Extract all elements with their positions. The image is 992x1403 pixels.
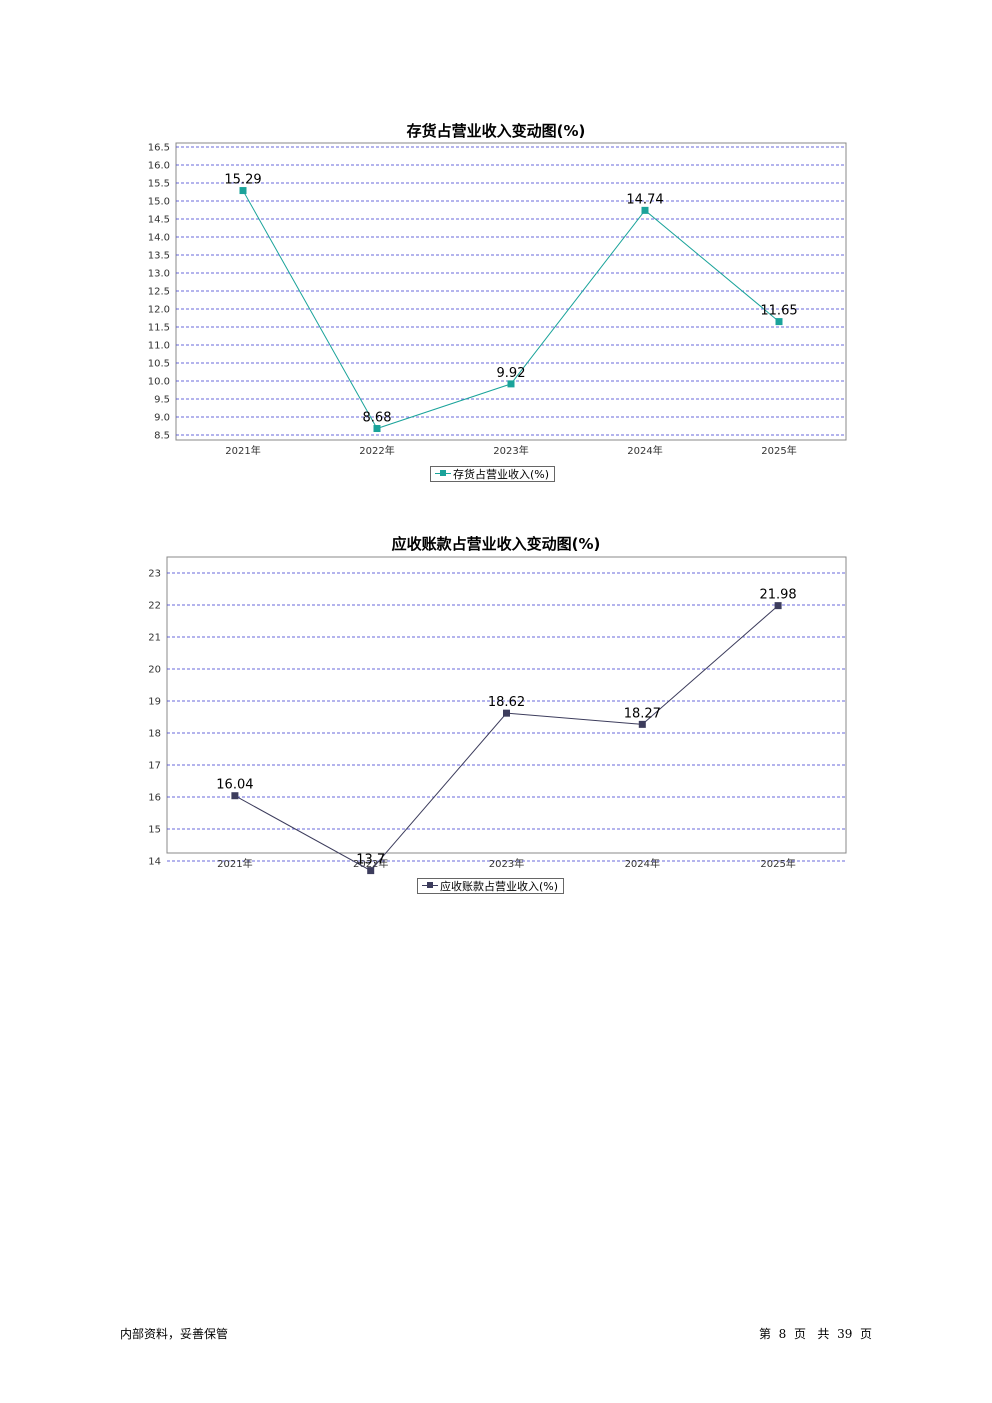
chart-1-legend: 存货占营业收入(%) xyxy=(430,466,556,482)
chart-2-x-tick-label: 2021年 xyxy=(217,857,252,870)
chart-1-data-label: 15.29 xyxy=(224,173,261,188)
chart-2-x-tick-label: 2023年 xyxy=(489,857,524,870)
footer-total-pages: 39 xyxy=(837,1327,853,1341)
chart-1-y-tick-label: 15.0 xyxy=(148,197,170,208)
footer-page-unit: 页 xyxy=(793,1327,806,1341)
footer-total-unit: 页 xyxy=(859,1327,872,1341)
chart-1-data-label: 11.65 xyxy=(760,304,797,319)
chart-2-y-tick-label: 16 xyxy=(148,793,161,804)
chart-1-y-tick-label: 11.5 xyxy=(148,323,170,334)
chart-2-y-tick-label: 23 xyxy=(148,569,161,580)
chart-2-data-label: 21.98 xyxy=(759,588,796,603)
chart-2-legend-label: 应收账款占营业收入(%) xyxy=(440,880,559,893)
chart-1-data-point xyxy=(373,425,381,433)
chart-2-data-point xyxy=(774,602,782,610)
chart-1-legend-swatch xyxy=(435,469,451,479)
chart-1-y-tick-label: 9.5 xyxy=(154,395,170,406)
chart-1-legend-label: 存货占营业收入(%) xyxy=(453,468,550,481)
chart-1-y-tick-label: 9.0 xyxy=(154,413,170,424)
footer-confidential-note: 内部资料，妥善保管 xyxy=(120,1327,229,1341)
chart-1-data-point xyxy=(641,206,649,214)
chart-2-y-tick-label: 14 xyxy=(148,857,161,868)
chart-2-y-tick-label: 18 xyxy=(148,729,161,740)
chart-1-x-tick-label: 2021年 xyxy=(225,444,260,457)
chart-2-series-line xyxy=(234,605,779,872)
chart-2-legend: 应收账款占营业收入(%) xyxy=(417,878,565,894)
chart-2-data-label: 13.7 xyxy=(356,853,385,868)
chart-1-y-tick-label: 16.5 xyxy=(148,143,170,154)
footer-total-prefix: 共 xyxy=(817,1327,830,1341)
chart-2-title: 应收账款占营业收入变动图(%) xyxy=(391,535,601,553)
chart-1-y-tick-label: 14.5 xyxy=(148,215,170,226)
chart-1-y-tick-label: 12.0 xyxy=(148,305,170,316)
chart-2-y-tick-label: 15 xyxy=(148,825,161,836)
chart-1-y-tick-label: 11.0 xyxy=(148,341,170,352)
footer-page-info: 第 8 页 共 39 页 xyxy=(759,1325,872,1342)
chart-1-x-tick-label: 2024年 xyxy=(627,444,662,457)
footer-page-number: 8 xyxy=(778,1327,787,1341)
chart-2-x-tick-label: 2025年 xyxy=(760,857,795,870)
chart-2-data-label: 18.27 xyxy=(624,706,661,721)
chart-2-x-tick-label: 2024年 xyxy=(625,857,660,870)
chart-1-y-tick-label: 15.5 xyxy=(148,179,170,190)
chart-1-x-tick-label: 2023年 xyxy=(493,444,528,457)
chart-2-y-tick-label: 22 xyxy=(148,601,161,612)
chart-2-data-point xyxy=(638,720,646,728)
chart-1-y-tick-label: 13.5 xyxy=(148,251,170,262)
chart-2-data-point xyxy=(367,867,375,875)
chart-1-x-tick-label: 2025年 xyxy=(761,444,796,457)
chart-2-legend-swatch xyxy=(422,881,438,891)
chart-1-data-point xyxy=(775,318,783,326)
chart-2-y-tick-label: 21 xyxy=(148,633,161,644)
chart-1-y-tick-label: 13.0 xyxy=(148,269,170,280)
chart-1-plot: 8.5 9.0 9.5 10.0 10.5 11.0 11.5 12.0 12.5 13.0 13.… xyxy=(148,142,847,457)
chart-2-data-label: 16.04 xyxy=(216,778,253,793)
chart-2-data-label: 18.62 xyxy=(488,695,525,710)
chart-1-data-point xyxy=(507,380,515,388)
chart-2-plot-frame xyxy=(166,556,847,854)
chart-2-y-tick-label: 20 xyxy=(148,665,161,676)
chart-1-plot-frame xyxy=(175,142,847,441)
chart-1-y-tick-label: 10.0 xyxy=(148,377,170,388)
chart-1-data-label: 14.74 xyxy=(626,192,663,207)
chart-2-y-tick-label: 17 xyxy=(148,761,161,772)
chart-1-data-label: 9.92 xyxy=(497,366,526,381)
chart-1-y-tick-label: 12.5 xyxy=(148,287,170,298)
chart-1-y-tick-label: 8.5 xyxy=(154,431,170,442)
chart-1-title: 存货占营业收入变动图(%) xyxy=(406,122,586,140)
chart-1-data-point xyxy=(239,187,247,195)
footer-page-prefix: 第 xyxy=(759,1327,772,1341)
chart-1-y-tick-label: 14.0 xyxy=(148,233,170,244)
chart-2-y-tick-label: 19 xyxy=(148,697,161,708)
chart-2-data-point xyxy=(503,709,510,717)
chart-2-data-point xyxy=(231,792,239,800)
chart-1-data-label: 8.68 xyxy=(363,411,392,426)
chart-1-y-tick-label: 10.5 xyxy=(148,359,170,370)
chart-1-x-tick-label: 2022年 xyxy=(359,444,394,457)
chart-1-y-tick-label: 16.0 xyxy=(148,161,170,172)
